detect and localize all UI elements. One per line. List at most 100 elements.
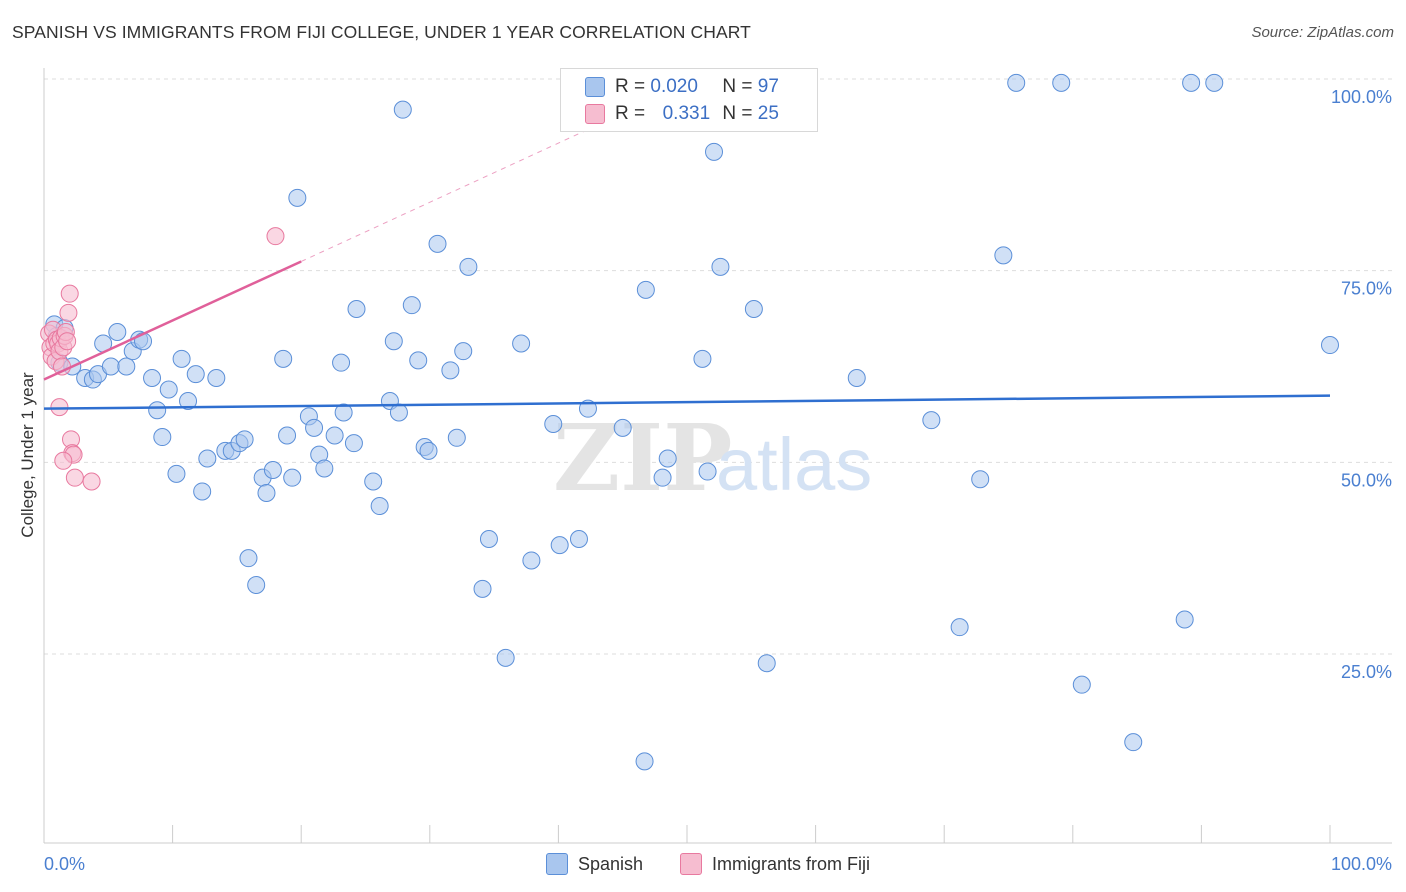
spanish-point <box>364 472 383 491</box>
watermark-zip: ZIP <box>553 404 732 512</box>
spanish-point <box>1124 733 1143 752</box>
spanish-point <box>1052 73 1071 92</box>
spanish-point <box>402 296 421 315</box>
trend-lines <box>43 113 1331 410</box>
spanish-point <box>179 392 198 410</box>
spanish-point <box>711 257 730 276</box>
spanish-point <box>186 365 205 384</box>
spanish-point <box>143 369 162 387</box>
fiji-point <box>58 332 77 351</box>
spanish-point <box>288 188 307 207</box>
spanish-point <box>332 353 351 372</box>
fiji-point <box>50 398 69 417</box>
legend-row-spanish: R = 0.020 N = 97 <box>585 74 779 100</box>
stats-legend: R = 0.020 N = 97 R = 0.331 N = 25 <box>560 68 818 132</box>
spanish-point <box>522 551 541 570</box>
fiji-point <box>60 284 79 303</box>
spanish-point <box>193 482 212 501</box>
spanish-point <box>370 497 389 516</box>
spanish-point <box>315 459 334 478</box>
axes <box>43 68 1392 844</box>
legend-row-fiji: R = 0.331 N = 25 <box>585 101 779 127</box>
x-tick-label-max: 100.0% <box>1331 854 1392 874</box>
n-label: N = <box>722 76 753 97</box>
spanish-point <box>419 441 438 460</box>
spanish-point <box>447 428 466 447</box>
spanish-point <box>847 369 866 387</box>
spanish-point <box>198 449 217 468</box>
bottom-legend-spanish[interactable]: Spanish <box>546 851 643 877</box>
spanish-point <box>409 351 428 370</box>
spanish-point <box>428 234 447 253</box>
spanish-point <box>117 357 136 376</box>
spanish-point <box>744 300 763 318</box>
spanish-point <box>757 654 776 673</box>
r-label: R = <box>615 103 646 124</box>
n-value: 25 <box>757 103 779 124</box>
fiji-point <box>82 472 101 491</box>
spanish-trend-line <box>43 394 1331 410</box>
y-tick-label: 75.0% <box>1341 279 1392 299</box>
x-axis-ticks <box>43 825 1331 843</box>
spanish-point <box>283 468 302 487</box>
spanish-point <box>922 411 941 430</box>
x-tick-label-min: 0.0% <box>44 854 85 874</box>
r-label: R = <box>615 76 646 97</box>
watermark-atlas: atlas <box>716 423 872 506</box>
y-tick-label: 50.0% <box>1341 470 1392 490</box>
bottom-legend-fiji[interactable]: Immigrants from Fiji <box>680 851 870 877</box>
spanish-point <box>325 426 344 445</box>
spanish-point <box>544 415 563 433</box>
spanish-point <box>479 530 498 548</box>
spanish-point <box>101 357 120 376</box>
spanish-legend-label: Spanish <box>578 853 644 874</box>
y-axis-title: College, Under 1 year <box>18 372 37 538</box>
watermark: ZIP atlas <box>553 404 872 512</box>
spanish-point <box>950 618 969 637</box>
source-attribution: Source: ZipAtlas.com <box>1251 24 1394 41</box>
y-tick-labels: 25.0% 50.0% 75.0% 100.0% <box>1331 87 1392 682</box>
r-value: 0.331 <box>662 103 711 124</box>
spanish-point <box>239 549 258 568</box>
y-tick-label: 25.0% <box>1341 662 1392 682</box>
spanish-point <box>167 464 186 483</box>
spanish-point <box>1321 336 1339 355</box>
spanish-point <box>653 468 672 487</box>
spanish-point <box>263 461 282 479</box>
fiji-point <box>59 303 78 322</box>
spanish-point <box>278 426 297 445</box>
fiji-legend-swatch <box>680 853 702 875</box>
spanish-point <box>473 579 492 598</box>
r-value: 0.020 <box>650 76 698 97</box>
spanish-point <box>512 334 531 353</box>
spanish-point <box>247 576 266 594</box>
fiji-trend-extension <box>300 113 623 262</box>
spanish-point <box>393 100 412 119</box>
spanish-point <box>550 536 569 555</box>
spanish-point <box>305 418 324 437</box>
spanish-legend-swatch <box>546 853 568 875</box>
spanish-point <box>334 403 353 422</box>
gridlines <box>44 78 1392 655</box>
spanish-point <box>235 430 254 449</box>
spanish-point <box>635 752 654 771</box>
spanish-point <box>344 434 363 453</box>
spanish-point <box>569 530 588 548</box>
spanish-point <box>1205 73 1224 92</box>
fiji-series <box>40 227 285 491</box>
spanish-point <box>172 349 191 368</box>
spanish-point <box>441 361 460 380</box>
spanish-point <box>257 484 276 502</box>
spanish-point <box>207 369 226 387</box>
fiji-legend-label: Immigrants from Fiji <box>712 853 871 874</box>
spanish-point <box>698 462 717 481</box>
spanish-point <box>108 323 127 341</box>
spanish-point <box>658 449 677 468</box>
spanish-point <box>347 300 366 318</box>
spanish-point <box>636 280 655 299</box>
spanish-point <box>454 342 473 361</box>
spanish-point <box>1007 73 1026 92</box>
spanish-swatch <box>585 77 605 97</box>
n-value: 97 <box>757 76 779 97</box>
